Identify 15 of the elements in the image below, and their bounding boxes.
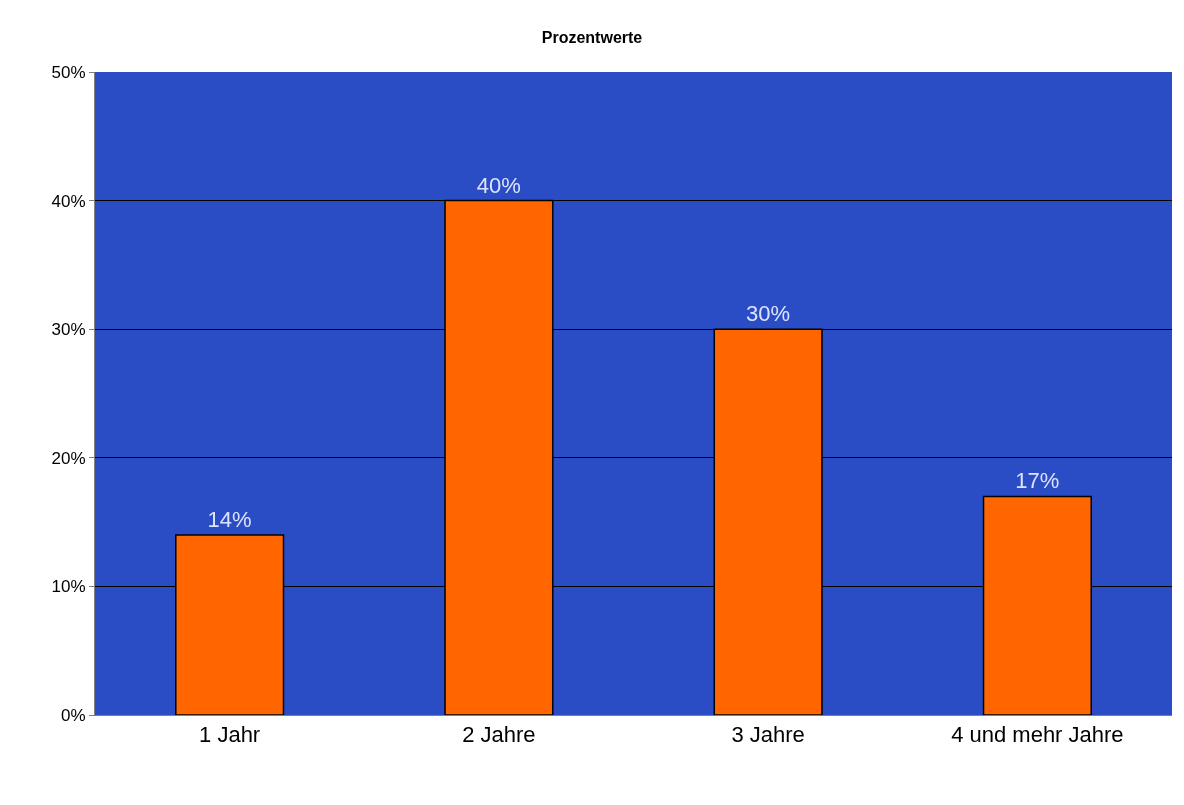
- y-tick-label: 30%: [51, 320, 86, 340]
- x-tick-label: 2 Jahre: [462, 722, 536, 748]
- chart-title: Prozentwerte: [541, 29, 643, 47]
- y-tick-label: 50%: [51, 62, 86, 82]
- x-tick-label: 3 Jahre: [731, 722, 805, 748]
- x-tick-label: 1 Jahr: [199, 722, 261, 748]
- x-tick-label: 4 und mehr Jahre: [951, 722, 1124, 748]
- y-tick-label: 0%: [61, 705, 86, 725]
- y-tick-label: 10%: [51, 577, 86, 597]
- y-tick-label: 20%: [51, 448, 86, 468]
- data-label: 40%: [476, 172, 521, 198]
- data-label: 30%: [746, 301, 791, 327]
- data-label: 14%: [207, 506, 252, 532]
- data-label: 17%: [1015, 468, 1060, 494]
- y-tick-label: 40%: [51, 191, 86, 211]
